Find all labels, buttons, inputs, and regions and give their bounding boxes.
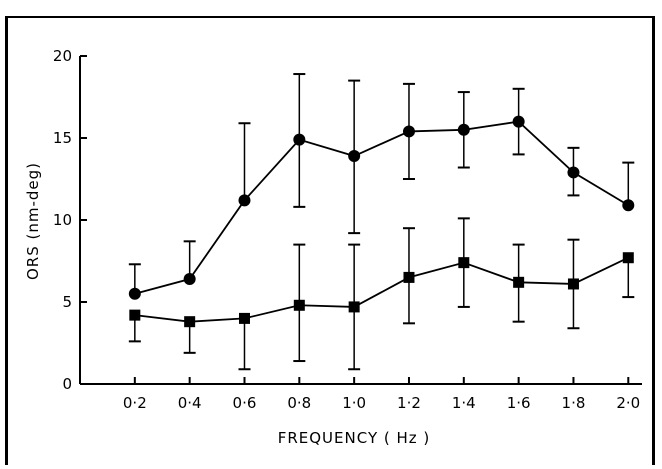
axes: [79, 56, 642, 385]
data-point-square: [622, 252, 634, 264]
data-point-circle: [128, 287, 141, 300]
series-line-circle: [134, 120, 629, 295]
y-axis-title: ORS (nm-deg): [24, 162, 42, 280]
data-point-circle: [567, 166, 580, 179]
y-tick-label: 10: [53, 211, 72, 229]
data-point-square: [513, 276, 525, 288]
y-tick-label: 15: [53, 129, 72, 147]
x-tick-label: 1·8: [562, 394, 586, 412]
data-point-circle: [402, 125, 415, 138]
data-point-circle: [348, 150, 361, 163]
data-point-square: [129, 309, 141, 321]
data-point-circle: [238, 194, 251, 207]
x-ticks: 0·2 0·4 0·6 0·8 1·0 1·2 1·4 1·6 1·8 2·0: [123, 377, 640, 412]
x-tick-label: 1·0: [342, 394, 366, 412]
data-point-square: [184, 316, 196, 328]
x-tick-label: 2·0: [616, 394, 640, 412]
data-point-circle: [457, 123, 470, 136]
x-tick-label: 1·4: [452, 394, 476, 412]
data-point-square: [567, 278, 579, 290]
data-point-square: [403, 271, 415, 283]
x-tick-label: 0·2: [123, 394, 147, 412]
data-point-square: [458, 257, 470, 269]
x-axis-title: FREQUENCY ( Hz ): [278, 429, 431, 447]
data-point-circle: [622, 199, 635, 212]
data-point-square: [238, 312, 250, 324]
series-markers: [128, 115, 635, 328]
y-tick-label: 5: [62, 293, 72, 311]
chart-frame: [5, 16, 655, 465]
x-tick-label: 1·2: [397, 394, 421, 412]
x-tick-label: 0·4: [178, 394, 202, 412]
data-point-square: [293, 299, 305, 311]
series-lines: [134, 120, 629, 323]
x-tick-label: 0·8: [287, 394, 311, 412]
y-ticks: 0 5 10 15 20: [53, 47, 87, 393]
data-point-square: [348, 301, 360, 313]
data-point-circle: [183, 273, 196, 286]
y-tick-label: 0: [62, 375, 72, 393]
series-line-square: [134, 256, 629, 323]
y-tick-label: 20: [53, 47, 72, 65]
data-point-circle: [512, 115, 525, 128]
data-point-circle: [293, 133, 306, 146]
x-tick-label: 1·6: [507, 394, 531, 412]
error-bars: [128, 73, 635, 371]
x-tick-label: 0·6: [233, 394, 257, 412]
